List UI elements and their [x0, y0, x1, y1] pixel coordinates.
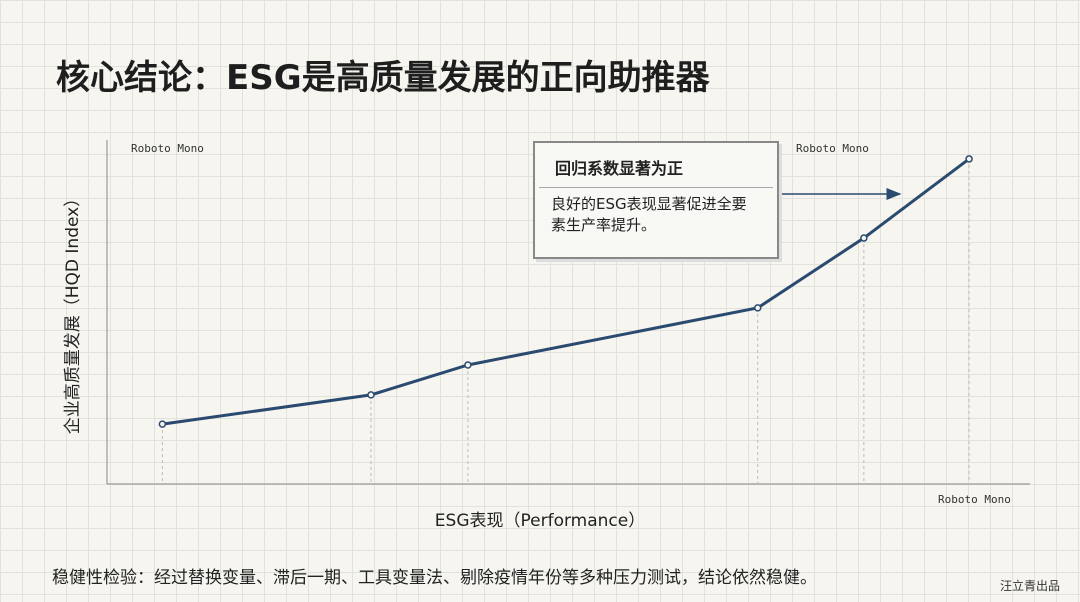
y-axis-label: 企业高质量发展（HQD Index） [63, 190, 83, 434]
point [464, 361, 472, 369]
point [753, 304, 762, 312]
watermark: 汪立青出品 [999, 579, 1060, 593]
corner-label: Roboto Mono [131, 142, 204, 155]
point [965, 155, 973, 163]
x-axis-label: ESG表现（Performance） [435, 511, 645, 531]
corner-label: Roboto Mono [796, 142, 869, 155]
line [162, 157, 970, 426]
callout-text: 良好的ESG表现显著促进全要素生产率提升。 [551, 195, 747, 234]
point [367, 391, 375, 399]
point [860, 234, 868, 242]
callout-title: 回归系数显著为正 [539, 143, 773, 188]
note: 稳健性检验：经过替换变量、滞后一期、工具变量法、剔除疫情年份等多种压力测试，结论… [52, 568, 817, 588]
point [158, 420, 167, 428]
corner-label: Roboto Mono [938, 493, 1011, 506]
title: 核心结论：ESG是高质量发展的正向助推器 [56, 58, 710, 98]
callout: 回归系数显著为正 良好的ESG表现显著促进全要素生产率提升。 [533, 141, 779, 259]
